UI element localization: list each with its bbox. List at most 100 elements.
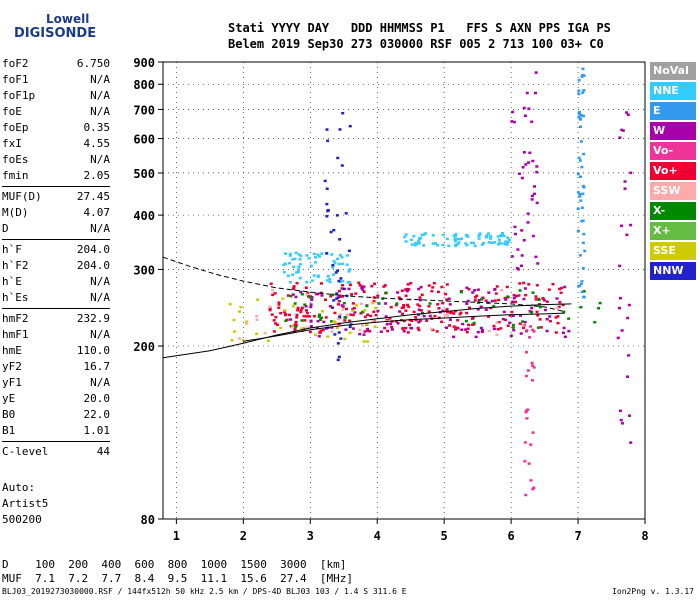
- echo-point: [577, 79, 581, 82]
- echo-point: [502, 310, 506, 314]
- echo-point: [286, 294, 290, 297]
- echo-point: [344, 307, 348, 311]
- echo-point: [396, 321, 400, 325]
- param-row: foE N/A: [2, 104, 110, 120]
- echo-point: [332, 228, 336, 232]
- echo-point: [531, 291, 535, 294]
- echo-point: [323, 179, 327, 183]
- echo-point: [465, 286, 469, 290]
- echo-point: [319, 329, 323, 332]
- echo-point: [547, 288, 551, 291]
- echo-point: [511, 323, 515, 327]
- echo-point: [626, 375, 630, 378]
- echo-point: [336, 296, 340, 300]
- echo-point: [577, 112, 581, 116]
- echo-point: [473, 299, 477, 302]
- param-name: yF1: [2, 376, 22, 389]
- echo-point: [530, 311, 534, 314]
- echo-point: [445, 237, 449, 241]
- param-value: 20.0: [83, 392, 111, 405]
- echo-point: [531, 431, 535, 434]
- echo-point: [492, 241, 496, 244]
- x-tick-label: 5: [441, 529, 448, 543]
- echo-point: [495, 333, 499, 336]
- echo-point: [505, 243, 509, 246]
- echo-point: [465, 311, 469, 315]
- echo-point: [496, 243, 500, 246]
- echo-point: [343, 316, 347, 319]
- echo-point: [272, 319, 276, 322]
- echo-point: [320, 252, 324, 255]
- echo-point: [313, 333, 317, 337]
- echo-point: [310, 298, 314, 302]
- echo-point: [417, 313, 421, 316]
- echo-point: [404, 326, 408, 330]
- echo-point: [458, 312, 462, 316]
- echo-point: [309, 324, 313, 328]
- echo-point: [337, 300, 341, 303]
- echo-point: [455, 326, 459, 329]
- echo-point: [428, 302, 432, 305]
- echo-point: [288, 280, 292, 284]
- echo-point: [330, 330, 334, 333]
- echo-point: [417, 239, 421, 243]
- echo-point: [445, 326, 449, 329]
- param-name: C-level: [2, 445, 49, 458]
- echo-point: [326, 208, 330, 212]
- echo-point: [436, 243, 440, 247]
- echo-point: [422, 244, 426, 247]
- echo-point: [448, 318, 452, 321]
- echo-point: [627, 354, 631, 357]
- echo-point: [510, 120, 514, 123]
- echo-point: [487, 329, 491, 333]
- echo-point: [316, 292, 320, 296]
- echo-point: [518, 289, 522, 292]
- echo-point: [554, 316, 558, 319]
- legend: NoVal NNE E W Vo- Vo+ SSW X- X+ SSE NNW: [650, 62, 696, 282]
- echo-point: [349, 313, 353, 316]
- param-value: 0.35: [83, 121, 111, 134]
- param-row: h`E N/A: [2, 274, 110, 290]
- echo-point: [255, 314, 259, 318]
- echo-point: [350, 293, 354, 296]
- echo-point: [537, 302, 541, 306]
- echo-point: [593, 320, 597, 324]
- echo-point: [561, 303, 565, 307]
- echo-point: [342, 287, 346, 291]
- echo-point: [621, 129, 625, 132]
- echo-point: [582, 89, 586, 92]
- echo-point: [512, 296, 516, 300]
- echo-point: [582, 186, 586, 189]
- echo-point: [320, 310, 324, 313]
- echo-point: [522, 297, 526, 301]
- echo-point: [567, 317, 571, 320]
- echo-point: [541, 296, 545, 300]
- echo-point: [325, 252, 329, 255]
- echo-point: [508, 321, 512, 325]
- echo-point: [577, 92, 581, 96]
- echo-point: [472, 321, 476, 325]
- echo-point: [300, 292, 304, 296]
- echo-point: [309, 264, 313, 268]
- echo-point: [255, 318, 259, 321]
- echo-point: [522, 106, 526, 110]
- echo-point: [531, 487, 535, 491]
- echo-point: [522, 238, 526, 242]
- echo-point: [499, 327, 503, 330]
- echo-point: [329, 295, 333, 298]
- echo-point: [292, 285, 296, 288]
- echo-point: [558, 287, 562, 291]
- echo-point: [505, 285, 509, 289]
- echo-point: [511, 110, 515, 114]
- param-value: 2.05: [83, 169, 111, 182]
- echo-point: [331, 293, 335, 297]
- echo-point: [580, 290, 584, 294]
- param-name: fmin: [2, 169, 29, 182]
- trace-solid: [162, 303, 572, 359]
- echo-point: [579, 305, 583, 309]
- echo-point: [441, 301, 445, 305]
- echo-point: [366, 329, 370, 332]
- echo-point: [464, 328, 468, 331]
- auto-artist: Artist5: [2, 497, 49, 510]
- echo-point: [489, 237, 493, 240]
